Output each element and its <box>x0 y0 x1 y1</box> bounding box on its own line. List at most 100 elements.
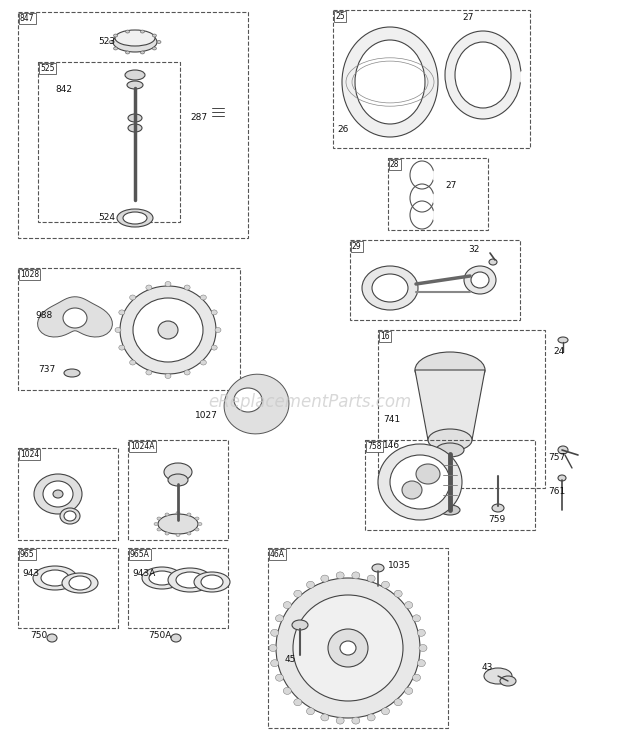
Ellipse shape <box>381 708 389 715</box>
Ellipse shape <box>128 114 142 122</box>
Ellipse shape <box>171 634 181 642</box>
Text: 523: 523 <box>98 37 115 46</box>
Ellipse shape <box>157 517 161 520</box>
Ellipse shape <box>63 308 87 328</box>
Ellipse shape <box>394 590 402 597</box>
Ellipse shape <box>109 40 113 43</box>
Ellipse shape <box>367 575 375 582</box>
Ellipse shape <box>127 81 143 89</box>
Ellipse shape <box>215 327 221 333</box>
Ellipse shape <box>500 676 516 686</box>
Text: 750A: 750A <box>148 630 171 640</box>
Ellipse shape <box>416 464 440 484</box>
Ellipse shape <box>352 717 360 724</box>
Ellipse shape <box>415 352 485 388</box>
Ellipse shape <box>271 629 278 636</box>
Ellipse shape <box>306 581 314 589</box>
Ellipse shape <box>130 360 136 365</box>
Text: 737: 737 <box>38 365 55 374</box>
Ellipse shape <box>194 572 230 592</box>
Ellipse shape <box>321 714 329 721</box>
Text: 750: 750 <box>30 630 47 640</box>
Ellipse shape <box>336 717 344 724</box>
Ellipse shape <box>64 369 80 377</box>
Ellipse shape <box>367 714 375 721</box>
Ellipse shape <box>484 668 512 684</box>
Ellipse shape <box>292 620 308 630</box>
Ellipse shape <box>153 47 156 50</box>
Ellipse shape <box>455 42 511 108</box>
Bar <box>350 240 520 320</box>
Ellipse shape <box>211 310 217 315</box>
Text: 1024: 1024 <box>20 450 39 459</box>
Ellipse shape <box>464 266 496 294</box>
Ellipse shape <box>275 674 283 682</box>
Ellipse shape <box>47 634 57 642</box>
Ellipse shape <box>140 30 144 33</box>
Ellipse shape <box>164 463 192 481</box>
Text: 757: 757 <box>548 454 565 463</box>
Ellipse shape <box>195 528 199 531</box>
Ellipse shape <box>187 513 191 516</box>
Ellipse shape <box>119 310 125 315</box>
Ellipse shape <box>153 34 156 37</box>
Ellipse shape <box>176 572 204 588</box>
Text: 1024A: 1024A <box>130 442 154 451</box>
Ellipse shape <box>436 443 464 457</box>
Ellipse shape <box>113 34 118 37</box>
Text: 25: 25 <box>335 12 345 21</box>
Ellipse shape <box>113 47 118 50</box>
Ellipse shape <box>198 522 202 525</box>
Ellipse shape <box>113 32 157 52</box>
Ellipse shape <box>60 508 80 524</box>
Ellipse shape <box>294 699 302 706</box>
Bar <box>18 548 118 628</box>
Text: 758: 758 <box>367 442 381 451</box>
Text: 524: 524 <box>98 214 115 222</box>
Ellipse shape <box>62 573 98 593</box>
Text: 943A: 943A <box>132 569 155 579</box>
Ellipse shape <box>176 512 180 515</box>
Ellipse shape <box>123 212 147 224</box>
Ellipse shape <box>211 345 217 350</box>
Ellipse shape <box>306 708 314 715</box>
Ellipse shape <box>158 514 198 534</box>
Ellipse shape <box>140 51 144 54</box>
Ellipse shape <box>43 481 73 507</box>
Ellipse shape <box>417 629 425 636</box>
Ellipse shape <box>352 572 360 579</box>
Ellipse shape <box>126 30 130 33</box>
Ellipse shape <box>445 31 521 119</box>
Text: 741: 741 <box>383 415 400 425</box>
Ellipse shape <box>372 274 408 302</box>
Polygon shape <box>224 374 289 434</box>
Text: eReplacementParts.com: eReplacementParts.com <box>208 393 412 411</box>
Text: 32: 32 <box>468 246 479 254</box>
Ellipse shape <box>41 570 69 586</box>
Text: 27: 27 <box>445 181 456 190</box>
Ellipse shape <box>412 674 420 682</box>
Ellipse shape <box>275 615 283 622</box>
Ellipse shape <box>336 572 344 579</box>
Ellipse shape <box>276 578 420 718</box>
Ellipse shape <box>168 474 188 486</box>
Ellipse shape <box>115 327 121 333</box>
Ellipse shape <box>417 660 425 667</box>
Text: 988: 988 <box>35 312 52 321</box>
Ellipse shape <box>187 532 191 535</box>
Ellipse shape <box>402 481 422 499</box>
Text: 46A: 46A <box>270 550 285 559</box>
Bar <box>128 548 228 628</box>
Ellipse shape <box>328 629 368 667</box>
Text: 965A: 965A <box>130 550 150 559</box>
Bar <box>388 158 488 230</box>
Ellipse shape <box>64 511 76 521</box>
Ellipse shape <box>372 564 384 572</box>
Ellipse shape <box>271 660 278 667</box>
Ellipse shape <box>165 532 169 535</box>
Ellipse shape <box>157 40 161 43</box>
Ellipse shape <box>158 321 178 339</box>
Text: 943: 943 <box>22 569 39 579</box>
Ellipse shape <box>126 51 130 54</box>
Ellipse shape <box>33 566 77 590</box>
